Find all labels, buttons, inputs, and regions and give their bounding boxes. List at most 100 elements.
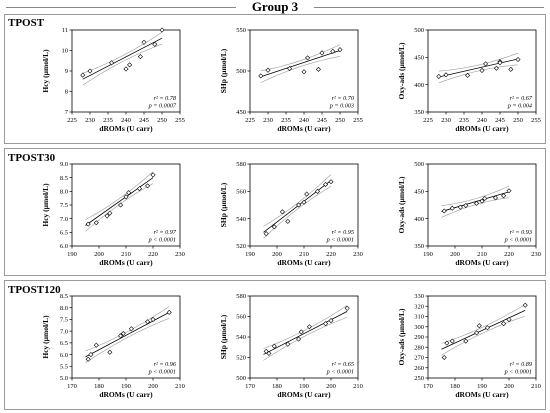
chart-0-ci-lower bbox=[82, 43, 163, 86]
chart-7-ci-upper bbox=[263, 305, 348, 349]
chart-4-ytick-label: 580 bbox=[236, 161, 246, 168]
chart-8-xtick-label: 210 bbox=[531, 383, 541, 390]
chart-0-p-label: p = 0.0007 bbox=[148, 103, 177, 110]
chart-7-ytick-label: 520 bbox=[236, 355, 246, 362]
chart-4-xtick-label: 220 bbox=[326, 251, 336, 258]
chart-0-r2-label: r² = 0.78 bbox=[154, 95, 177, 102]
chart-6-p-label: p < 0.0001 bbox=[148, 369, 176, 376]
chart-1-ytick-label: 450 bbox=[236, 109, 246, 116]
chart-5-point bbox=[506, 188, 512, 194]
chart-0-point bbox=[141, 39, 147, 45]
chart-0-xtick-label: 230 bbox=[85, 117, 95, 124]
chart-6-point bbox=[150, 316, 156, 322]
chart-0-point bbox=[123, 66, 129, 72]
chart-0-point bbox=[80, 72, 86, 78]
chart-7-point bbox=[328, 318, 334, 324]
chart-2-ylabel: Oxy-ads (µmol/L) bbox=[397, 42, 406, 100]
chart-5-point bbox=[474, 200, 480, 206]
row-label-tpost120: TPOST120 bbox=[8, 284, 61, 296]
chart-1-point bbox=[265, 67, 271, 73]
chart-8-ytick-label: 320 bbox=[414, 303, 424, 310]
chart-6-xlabel: dROMs (U carr) bbox=[99, 390, 153, 399]
chart-3-point bbox=[150, 172, 156, 178]
chart-0-ci-upper bbox=[82, 32, 163, 74]
chart-0-xtick-label: 255 bbox=[175, 117, 185, 124]
chart-2-point bbox=[465, 72, 471, 78]
chart-7-point bbox=[266, 350, 272, 356]
chart-4-ci-lower bbox=[263, 186, 332, 239]
chart-8-xtick-label: 170 bbox=[423, 383, 433, 390]
chart-8-ytick-label: 290 bbox=[414, 334, 424, 341]
chart-2-ytick-label: 500 bbox=[414, 27, 424, 34]
chart-4-point bbox=[296, 202, 302, 208]
chart-0-ytick-label: 8 bbox=[65, 89, 68, 96]
chart-0-point bbox=[87, 68, 93, 74]
chart-6-ytick-label: 5.5 bbox=[60, 363, 68, 370]
chart-7-fit-line bbox=[263, 311, 348, 355]
chart-6-point bbox=[107, 349, 113, 355]
chart-2-point bbox=[483, 61, 489, 67]
chart-6-ytick-label: 5.0 bbox=[60, 375, 68, 382]
chart-1-point bbox=[287, 66, 293, 72]
chart-8-point bbox=[476, 323, 482, 329]
chart-4-xtick-label: 190 bbox=[245, 251, 255, 258]
chart-8-ylabel: Oxy-ads (µmol/L) bbox=[397, 308, 406, 366]
chart-0-ytick-label: 11 bbox=[62, 27, 68, 34]
chart-1-xtick-label: 240 bbox=[299, 117, 309, 124]
chart-2-point bbox=[479, 67, 485, 73]
chart-8-ytick-label: 300 bbox=[414, 324, 424, 331]
chart-7-ytick-label: 500 bbox=[236, 375, 246, 382]
chart-3-ytick-label: 8.0 bbox=[60, 189, 68, 196]
chart-8-ci-upper bbox=[441, 304, 526, 344]
chart-1-point bbox=[258, 73, 264, 79]
chart-4-point bbox=[323, 181, 329, 188]
chart-0-fit-line bbox=[82, 37, 163, 80]
chart-5-point bbox=[501, 193, 507, 199]
panel-row-tpost bbox=[4, 14, 546, 144]
chart-1-xlabel: dROMs (U carr) bbox=[277, 124, 331, 133]
chart-0-point bbox=[152, 41, 158, 47]
chart-7-point bbox=[263, 348, 269, 354]
chart-3-ytick-label: 9.0 bbox=[60, 161, 68, 168]
chart-1-ytick-label: 550 bbox=[236, 27, 246, 34]
chart-2-xtick-label: 255 bbox=[531, 117, 541, 124]
chart-3-point bbox=[136, 186, 143, 192]
chart-2-ytick-label: 450 bbox=[414, 55, 424, 62]
chart-2-xtick-label: 225 bbox=[423, 117, 433, 124]
chart-8-point bbox=[506, 317, 512, 323]
chart-2-ci-lower bbox=[438, 64, 519, 84]
chart-7-ylabel: SHp (µmol/L) bbox=[219, 314, 228, 359]
chart-5-xtick-label: 200 bbox=[450, 251, 460, 258]
chart-2-point bbox=[508, 66, 514, 72]
chart-4-point bbox=[304, 191, 310, 197]
chart-6-ytick-label: 8.0 bbox=[60, 305, 68, 312]
group-title-rule-right bbox=[314, 7, 544, 8]
chart-8-point bbox=[441, 354, 447, 361]
chart-8-ytick-label: 260 bbox=[414, 365, 424, 372]
chart-8-point bbox=[449, 338, 455, 344]
chart-5-xlabel: dROMs (U carr) bbox=[455, 258, 509, 267]
chart-7-ci-lower bbox=[263, 316, 348, 361]
chart-3-xtick-label: 210 bbox=[121, 251, 131, 258]
chart-5-xtick-label: 190 bbox=[423, 251, 433, 258]
row-label-tpost30: TPOST30 bbox=[8, 152, 56, 164]
chart-7-r2-label: r² = 0.65 bbox=[332, 361, 354, 368]
chart-4-ytick-label: 560 bbox=[236, 189, 246, 196]
chart-1-ci-upper bbox=[260, 44, 341, 72]
chart-3-point bbox=[126, 190, 132, 196]
panel-row-tpost30 bbox=[4, 148, 546, 276]
chart-4-ci-upper bbox=[263, 174, 332, 227]
chart-3-point bbox=[85, 221, 91, 227]
chart-1-point bbox=[301, 69, 307, 75]
chart-2-r2-label: r² = 0.67 bbox=[510, 95, 533, 102]
chart-1-fit-line bbox=[260, 50, 341, 78]
chart-6-point bbox=[145, 319, 151, 325]
chart-7-p-label: p < 0.0001 bbox=[326, 369, 354, 376]
chart-5-r2-label: r² = 0.93 bbox=[510, 229, 532, 236]
chart-3-point bbox=[107, 210, 113, 216]
chart-7-ytick-label: 560 bbox=[236, 314, 246, 321]
chart-6-ylabel: Hcy (µmol/L) bbox=[41, 315, 50, 359]
chart-5-xtick-label: 230 bbox=[531, 251, 541, 258]
chart-2-point bbox=[493, 65, 499, 71]
